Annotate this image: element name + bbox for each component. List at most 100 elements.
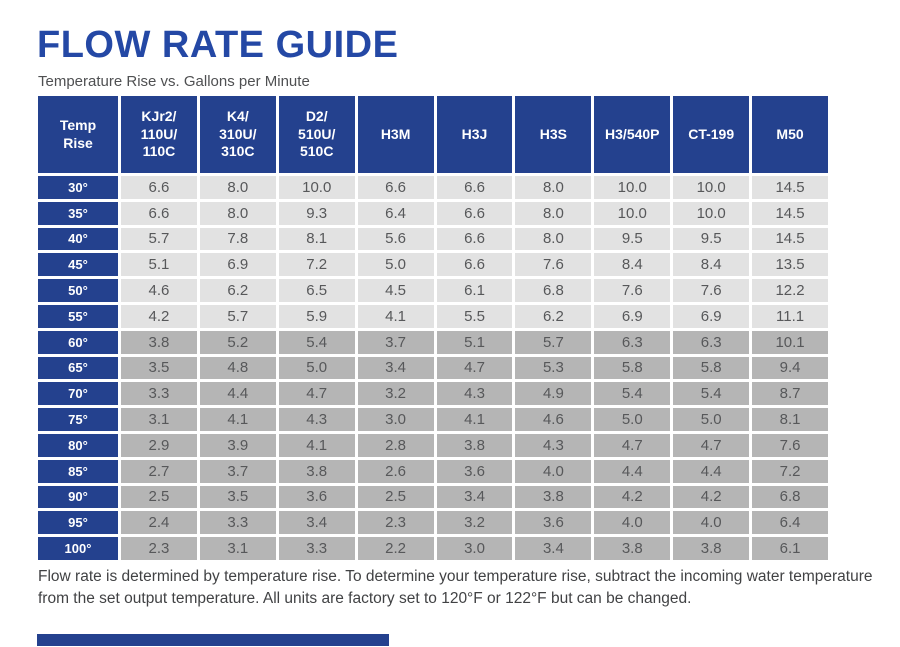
flow-rate-cell: 4.6 [515, 408, 592, 431]
flow-rate-cell: 2.5 [357, 485, 434, 509]
flow-rate-cell: 13.5 [752, 253, 828, 277]
flow-rate-table: Temp Rise KJr2/ 110U/ 110C K4/ 310U/ 310C D… [38, 96, 828, 560]
flow-rate-cell: 5.2 [199, 330, 276, 354]
flow-rate-cell: 5.9 [278, 304, 355, 328]
flow-rate-cell: 4.3 [515, 433, 592, 457]
column-header: M50 [752, 96, 828, 173]
flow-rate-cell: 2.7 [121, 459, 197, 483]
flow-rate-cell: 10.0 [673, 201, 750, 225]
flow-rate-cell: 5.1 [121, 253, 197, 277]
flow-rate-cell: 3.4 [436, 485, 513, 509]
flow-rate-cell: 4.0 [673, 511, 750, 535]
temp-rise-label: 100° [38, 537, 118, 560]
flow-rate-cell: 4.6 [121, 279, 197, 302]
flow-rate-cell: 14.5 [752, 176, 828, 199]
flow-rate-cell: 2.6 [357, 459, 434, 483]
temp-rise-label: 55° [38, 304, 118, 328]
flow-rate-cell: 3.9 [199, 433, 276, 457]
flow-rate-cell: 5.7 [515, 330, 592, 354]
temp-rise-label: 95° [38, 511, 118, 535]
temp-rise-label: 50° [38, 279, 118, 302]
flow-rate-cell: 7.6 [673, 279, 750, 302]
flow-rate-cell: 6.1 [752, 537, 828, 560]
flow-rate-cell: 2.9 [121, 433, 197, 457]
flow-rate-cell: 4.9 [515, 382, 592, 406]
column-header: CT-199 [673, 96, 750, 173]
flow-rate-cell: 6.6 [436, 201, 513, 225]
flow-rate-cell: 2.8 [357, 433, 434, 457]
flow-rate-cell: 4.8 [199, 356, 276, 380]
flow-rate-cell: 7.8 [199, 227, 276, 251]
flow-rate-cell: 2.2 [357, 537, 434, 560]
flow-rate-cell: 3.8 [436, 433, 513, 457]
flow-rate-cell: 2.3 [121, 537, 197, 560]
flow-rate-cell: 6.6 [121, 201, 197, 225]
flow-rate-cell: 3.6 [515, 511, 592, 535]
page-title: FLOW RATE GUIDE [37, 24, 399, 66]
flow-rate-cell: 3.2 [436, 511, 513, 535]
flow-rate-cell: 6.4 [752, 511, 828, 535]
flow-rate-cell: 6.8 [752, 485, 828, 509]
flow-rate-cell: 5.7 [199, 304, 276, 328]
flow-rate-cell: 6.4 [357, 201, 434, 225]
temp-rise-label: 75° [38, 408, 118, 431]
flow-rate-cell: 4.2 [594, 485, 671, 509]
flow-rate-cell: 4.3 [436, 382, 513, 406]
flow-rate-cell: 6.5 [278, 279, 355, 302]
flow-rate-cell: 12.2 [752, 279, 828, 302]
flow-rate-cell: 6.6 [357, 176, 434, 199]
flow-rate-cell: 3.2 [357, 382, 434, 406]
flow-rate-cell: 3.0 [357, 408, 434, 431]
temp-rise-label: 70° [38, 382, 118, 406]
flow-rate-cell: 4.4 [199, 382, 276, 406]
flow-rate-cell: 3.8 [121, 330, 197, 354]
flow-rate-cell: 3.3 [278, 537, 355, 560]
flow-rate-cell: 10.0 [278, 176, 355, 199]
flow-rate-cell: 5.0 [594, 408, 671, 431]
column-header: K4/ 310U/ 310C [199, 96, 276, 173]
flow-rate-cell: 6.8 [515, 279, 592, 302]
flow-rate-cell: 10.1 [752, 330, 828, 354]
temp-rise-label: 90° [38, 485, 118, 509]
flow-rate-cell: 4.2 [121, 304, 197, 328]
flow-rate-cell: 7.6 [594, 279, 671, 302]
flow-rate-cell: 4.1 [357, 304, 434, 328]
flow-rate-cell: 5.6 [357, 227, 434, 251]
flow-rate-cell: 5.4 [594, 382, 671, 406]
flow-rate-cell: 5.8 [594, 356, 671, 380]
flow-rate-cell: 8.4 [673, 253, 750, 277]
flow-rate-cell: 3.4 [357, 356, 434, 380]
flow-rate-cell: 7.6 [752, 433, 828, 457]
flow-rate-cell: 4.0 [515, 459, 592, 483]
flow-rate-cell: 4.7 [436, 356, 513, 380]
temp-rise-header: Temp Rise [38, 96, 118, 173]
flow-rate-cell: 6.6 [436, 176, 513, 199]
flow-rate-cell: 7.2 [278, 253, 355, 277]
column-header: H3M [357, 96, 434, 173]
column-header: H3/540P [594, 96, 671, 173]
flow-rate-cell: 3.7 [199, 459, 276, 483]
flow-rate-cell: 4.1 [199, 408, 276, 431]
flow-rate-cell: 14.5 [752, 201, 828, 225]
column-header: KJr2/ 110U/ 110C [121, 96, 197, 173]
footer-accent-bar [37, 634, 389, 646]
flow-rate-cell: 9.3 [278, 201, 355, 225]
flow-rate-cell: 6.6 [436, 227, 513, 251]
flow-rate-cell: 8.4 [594, 253, 671, 277]
flow-rate-cell: 3.8 [594, 537, 671, 560]
flow-rate-cell: 6.6 [121, 176, 197, 199]
flow-rate-cell: 6.9 [673, 304, 750, 328]
temp-rise-label: 85° [38, 459, 118, 483]
flow-rate-cell: 5.8 [673, 356, 750, 380]
flow-rate-cell: 8.0 [199, 201, 276, 225]
flow-rate-cell: 6.2 [199, 279, 276, 302]
temp-rise-label: 65° [38, 356, 118, 380]
column-header: H3S [515, 96, 592, 173]
flow-rate-cell: 6.2 [515, 304, 592, 328]
flow-rate-cell: 3.6 [436, 459, 513, 483]
flow-rate-cell: 4.1 [436, 408, 513, 431]
temp-rise-label: 45° [38, 253, 118, 277]
flow-rate-cell: 5.7 [121, 227, 197, 251]
flow-rate-cell: 8.7 [752, 382, 828, 406]
